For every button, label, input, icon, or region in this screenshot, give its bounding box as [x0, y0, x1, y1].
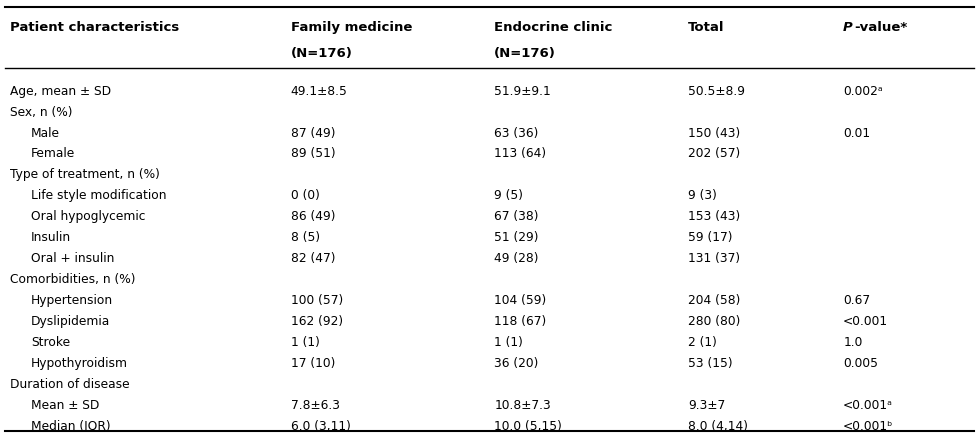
Text: Median (IQR): Median (IQR) — [31, 420, 110, 433]
Text: 8.0 (4,14): 8.0 (4,14) — [688, 420, 749, 433]
Text: Oral hypoglycemic: Oral hypoglycemic — [31, 210, 145, 223]
Text: 86 (49): 86 (49) — [291, 210, 336, 223]
Text: Oral + insulin: Oral + insulin — [31, 252, 114, 265]
Text: 82 (47): 82 (47) — [291, 252, 336, 265]
Text: 280 (80): 280 (80) — [688, 315, 741, 328]
Text: (N=176): (N=176) — [494, 47, 556, 60]
Text: 0 (0): 0 (0) — [291, 189, 320, 202]
Text: 113 (64): 113 (64) — [494, 148, 547, 160]
Text: 6.0 (3,11): 6.0 (3,11) — [291, 420, 350, 433]
Text: 1 (1): 1 (1) — [494, 336, 523, 349]
Text: P: P — [843, 21, 853, 34]
Text: 2 (1): 2 (1) — [688, 336, 717, 349]
Text: 162 (92): 162 (92) — [291, 315, 343, 328]
Text: 202 (57): 202 (57) — [688, 148, 741, 160]
Text: 10.8±7.3: 10.8±7.3 — [494, 399, 551, 412]
Text: 150 (43): 150 (43) — [688, 127, 741, 140]
Text: Family medicine: Family medicine — [291, 21, 412, 34]
Text: 59 (17): 59 (17) — [688, 231, 733, 244]
Text: Type of treatment, n (%): Type of treatment, n (%) — [10, 168, 160, 181]
Text: 49 (28): 49 (28) — [494, 252, 539, 265]
Text: -value*: -value* — [854, 21, 907, 34]
Text: 53 (15): 53 (15) — [688, 357, 733, 370]
Text: 153 (43): 153 (43) — [688, 210, 741, 223]
Text: 9.3±7: 9.3±7 — [688, 399, 725, 412]
Text: (N=176): (N=176) — [291, 47, 352, 60]
Text: Endocrine clinic: Endocrine clinic — [494, 21, 613, 34]
Text: Dyslipidemia: Dyslipidemia — [31, 315, 110, 328]
Text: 204 (58): 204 (58) — [688, 294, 741, 307]
Text: Age, mean ± SD: Age, mean ± SD — [10, 85, 111, 98]
Text: <0.001ᵃ: <0.001ᵃ — [843, 399, 893, 412]
Text: 7.8±6.3: 7.8±6.3 — [291, 399, 340, 412]
Text: Insulin: Insulin — [31, 231, 71, 244]
Text: 0.01: 0.01 — [843, 127, 871, 140]
Text: Stroke: Stroke — [31, 336, 70, 349]
Text: 9 (3): 9 (3) — [688, 189, 717, 202]
Text: 87 (49): 87 (49) — [291, 127, 336, 140]
Text: 63 (36): 63 (36) — [494, 127, 539, 140]
Text: 1 (1): 1 (1) — [291, 336, 320, 349]
Text: Comorbidities, n (%): Comorbidities, n (%) — [10, 273, 136, 286]
Text: 100 (57): 100 (57) — [291, 294, 343, 307]
Text: 0.005: 0.005 — [843, 357, 878, 370]
Text: Hypertension: Hypertension — [31, 294, 113, 307]
Text: 67 (38): 67 (38) — [494, 210, 539, 223]
Text: 89 (51): 89 (51) — [291, 148, 336, 160]
Text: 51 (29): 51 (29) — [494, 231, 539, 244]
Text: <0.001ᵇ: <0.001ᵇ — [843, 420, 894, 433]
Text: Hypothyroidism: Hypothyroidism — [31, 357, 128, 370]
Text: Duration of disease: Duration of disease — [10, 378, 130, 391]
Text: 17 (10): 17 (10) — [291, 357, 335, 370]
Text: Female: Female — [31, 148, 75, 160]
Text: 9 (5): 9 (5) — [494, 189, 523, 202]
Text: 131 (37): 131 (37) — [688, 252, 740, 265]
Text: 0.002ᵃ: 0.002ᵃ — [843, 85, 883, 98]
Text: Life style modification: Life style modification — [31, 189, 167, 202]
Text: 10.0 (5,15): 10.0 (5,15) — [494, 420, 562, 433]
Text: 104 (59): 104 (59) — [494, 294, 547, 307]
Text: 8 (5): 8 (5) — [291, 231, 320, 244]
Text: 36 (20): 36 (20) — [494, 357, 539, 370]
Text: Patient characteristics: Patient characteristics — [10, 21, 179, 34]
Text: 50.5±8.9: 50.5±8.9 — [688, 85, 745, 98]
Text: 49.1±8.5: 49.1±8.5 — [291, 85, 347, 98]
Text: Male: Male — [31, 127, 61, 140]
Text: <0.001: <0.001 — [843, 315, 888, 328]
Text: Sex, n (%): Sex, n (%) — [10, 106, 72, 119]
Text: 0.67: 0.67 — [843, 294, 871, 307]
Text: 51.9±9.1: 51.9±9.1 — [494, 85, 551, 98]
Text: 118 (67): 118 (67) — [494, 315, 547, 328]
Text: Total: Total — [688, 21, 724, 34]
Text: 1.0: 1.0 — [843, 336, 863, 349]
Text: Mean ± SD: Mean ± SD — [31, 399, 100, 412]
